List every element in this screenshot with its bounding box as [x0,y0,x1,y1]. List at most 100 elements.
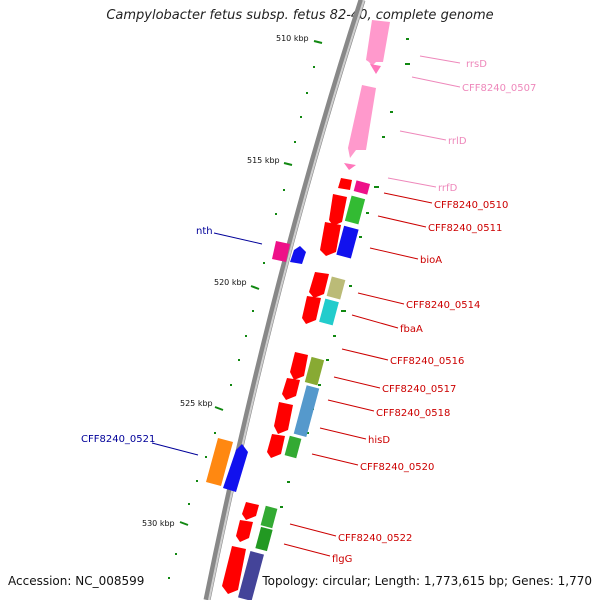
gene-CFF8240_0507[interactable] [370,64,381,74]
label-CFF8240_0518[interactable]: CFF8240_0518 [376,408,450,419]
minor-tick [294,141,296,143]
leader-CFF8240_0518 [327,399,375,412]
label-CFF8240_0517[interactable]: CFF8240_0517 [382,384,456,395]
minor-tick [300,116,302,118]
minor-tick [196,480,198,482]
minor-tick [168,577,170,579]
minor-tick [333,335,336,337]
minor-tick [359,236,362,238]
gene-labels: rrsD CFF8240_0507 rrlD rrfD CFF8240_0510… [81,59,536,565]
label-CFF8240_0507[interactable]: CFF8240_0507 [462,83,536,94]
ruler-label: 520 kbp [214,278,247,287]
gene-nth-pink[interactable] [272,241,290,262]
gene-rrfD[interactable] [344,163,356,170]
gene-CFF8240_0520[interactable] [260,505,278,529]
minor-tick [406,38,409,40]
gene-CFF8240_0518-arrow[interactable] [274,402,293,434]
minor-tick [205,456,207,458]
leader-rrfD [387,177,437,188]
gene-CFF8240_0516-arrow[interactable] [290,352,308,380]
label-CFF8240_0511[interactable]: CFF8240_0511 [428,223,502,234]
minor-tick [283,189,285,191]
ruler-tick [313,40,323,44]
leader-rrsD [419,55,461,64]
map-title: Campylobacter fetus subsp. fetus 82-40, … [106,8,494,23]
leader-bioA [369,247,419,260]
gene-nth[interactable] [290,246,306,264]
label-CFF8240_0514[interactable]: CFF8240_0514 [406,300,480,311]
gene-fbaA-arrow[interactable] [302,296,321,324]
minor-tick [366,212,369,214]
label-nth[interactable]: nth [196,226,213,237]
gene-flgG[interactable] [238,551,264,600]
ruler-label: 525 kbp [180,399,213,408]
gene-CFF8240_0511-arrow[interactable] [329,194,347,226]
leader-flgG [283,543,331,557]
genome-summary: Topology: circular; Length: 1,773,615 bp… [262,574,592,588]
leader-CFF8240_0521 [151,442,199,456]
gene-CFF8240_0518[interactable] [293,385,320,437]
minor-tick [382,136,385,138]
leader-CFF8240_0511 [377,215,427,228]
label-bioA[interactable]: bioA [420,255,442,266]
ruler-label: 515 kbp [247,156,280,165]
gene-CFF8240_0520-arrow[interactable] [242,502,259,520]
gene-hisD-arrow[interactable] [267,434,285,458]
gene-bioA[interactable] [336,225,359,259]
gene-CFF8240_0511[interactable] [344,195,366,225]
minor-tick [280,506,283,508]
leader-CFF8240_0510 [383,192,433,204]
gene-rrsD[interactable] [366,20,390,66]
minor-tick [390,111,393,113]
gene-CFF8240_0521-orange[interactable] [206,438,233,486]
minor-tick [287,481,290,483]
leader-CFF8240_0522 [289,523,337,537]
minor-tick [349,285,352,287]
minor-tick [341,310,346,312]
label-CFF8240_0521[interactable]: CFF8240_0521 [81,434,155,445]
accession-text: Accession: NC_008599 [8,574,145,588]
leader-CFF8240_0520 [311,453,359,466]
minor-tick [263,262,265,264]
gene-rrlD[interactable] [348,85,376,158]
genome-backbone-highlight [208,0,365,600]
leader-lines [151,55,461,557]
label-CFF8240_0522[interactable]: CFF8240_0522 [338,533,412,544]
gene-CFF8240_0510-arrow[interactable] [338,178,352,190]
gene-CFF8240_0517-arrow[interactable] [282,378,300,400]
leader-CFF8240_0516 [341,348,389,361]
label-flgG[interactable]: flgG [332,554,352,565]
gene-CFF8240_0510[interactable] [353,180,371,195]
minor-tick [214,432,216,434]
gene-fbaA[interactable] [319,298,339,326]
label-CFF8240_0516[interactable]: CFF8240_0516 [390,356,464,367]
gene-CFF8240_0514[interactable] [326,276,346,300]
gene-CFF8240_0521[interactable] [223,444,248,492]
label-rrfD[interactable]: rrfD [438,183,458,194]
gene-hisD[interactable] [284,435,302,459]
ruler: 510 kbp 515 kbp 520 kbp 525 kbp 530 kbp [142,34,323,528]
gene-CFF8240_0522-arrow[interactable] [236,520,253,542]
minor-tick [230,384,232,386]
label-CFF8240_0520[interactable]: CFF8240_0520 [360,462,434,473]
label-rrlD[interactable]: rrlD [448,136,467,147]
leader-hisD [319,427,367,440]
genome-backbone [203,0,366,600]
minor-ticks [168,38,410,579]
gene-CFF8240_0514-arrow[interactable] [309,272,329,298]
minor-tick [405,63,410,65]
minor-tick [238,359,240,361]
ruler-tick [214,406,224,411]
label-rrsD[interactable]: rrsD [466,59,487,70]
gene-flgG-arrow[interactable] [222,546,246,594]
gene-bioA-arrow[interactable] [320,222,341,256]
label-CFF8240_0510[interactable]: CFF8240_0510 [434,200,508,211]
leader-nth [213,232,263,245]
leader-CFF8240_0517 [333,376,381,389]
label-hisD[interactable]: hisD [368,435,390,446]
label-fbaA[interactable]: fbaA [400,324,423,335]
gene-CFF8240_0516[interactable] [304,356,325,386]
minor-tick [188,503,190,505]
gene-CFF8240_0522[interactable] [255,526,273,552]
